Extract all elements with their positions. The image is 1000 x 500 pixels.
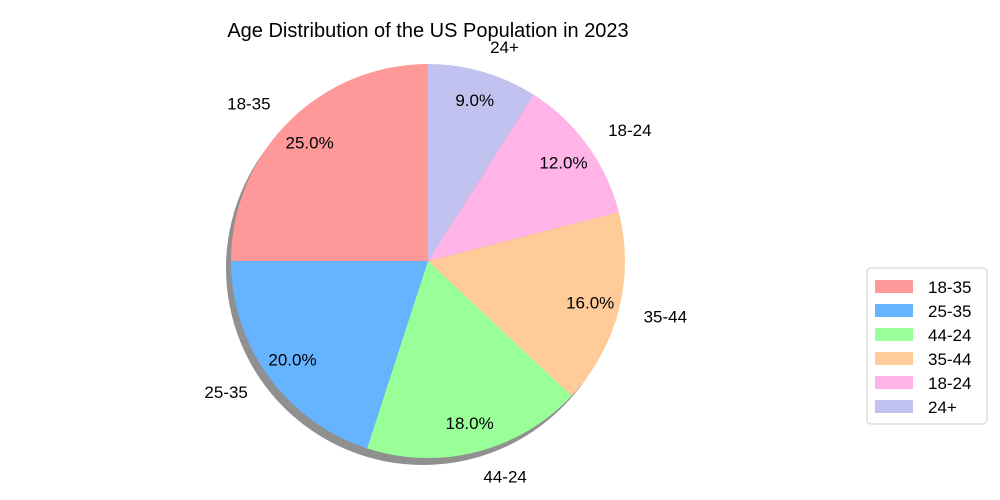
pie-slice-35-44-3 bbox=[428, 212, 626, 396]
pie-labels: 18-35 25.0% 25-35 20.0% 44-24 18.0% 35-44 16.0%… bbox=[204, 38, 687, 486]
chart-title: Age Distribution of the US Population in… bbox=[227, 20, 628, 42]
legend-entry-label: 35-44 bbox=[928, 350, 971, 369]
slice-label: 24+ bbox=[490, 38, 519, 57]
legend-entry-label: 25-35 bbox=[928, 302, 971, 321]
pie-slice-44-24-2 bbox=[367, 261, 572, 459]
legend-swatch bbox=[875, 352, 913, 365]
slice-percent-label: 16.0% bbox=[566, 294, 614, 313]
pie-slice-18-35-0 bbox=[231, 64, 428, 261]
slice-percent-label: 20.0% bbox=[268, 350, 316, 369]
legend-swatch bbox=[875, 280, 913, 293]
legend-entry-label: 44-24 bbox=[928, 326, 971, 345]
slice-percent-label: 9.0% bbox=[455, 91, 494, 110]
legend-entry-label: 24+ bbox=[928, 398, 957, 417]
slice-percent-label: 18.0% bbox=[445, 414, 493, 433]
slice-label: 18-24 bbox=[608, 121, 651, 140]
legend: 18-35 25-35 44-24 35-44 18-24 24+ bbox=[866, 267, 988, 425]
slice-label: 35-44 bbox=[644, 307, 687, 326]
legend-swatch bbox=[875, 304, 913, 317]
pie-slice-24--5 bbox=[428, 64, 534, 261]
slice-label: 44-24 bbox=[483, 468, 526, 487]
pie-slices bbox=[231, 64, 626, 459]
slice-label: 18-35 bbox=[227, 95, 270, 114]
legend-swatch bbox=[875, 400, 913, 413]
legend-swatch bbox=[875, 376, 913, 389]
slice-label: 25-35 bbox=[204, 383, 247, 402]
legend-entry-label: 18-24 bbox=[928, 374, 971, 393]
legend-swatch bbox=[875, 328, 913, 341]
pie-slice-25-35-1 bbox=[231, 261, 428, 449]
slice-percent-label: 25.0% bbox=[285, 134, 333, 153]
slice-percent-label: 12.0% bbox=[539, 154, 587, 173]
legend-entry-label: 18-35 bbox=[928, 278, 971, 297]
pie-slice-18-24-4 bbox=[428, 94, 619, 261]
